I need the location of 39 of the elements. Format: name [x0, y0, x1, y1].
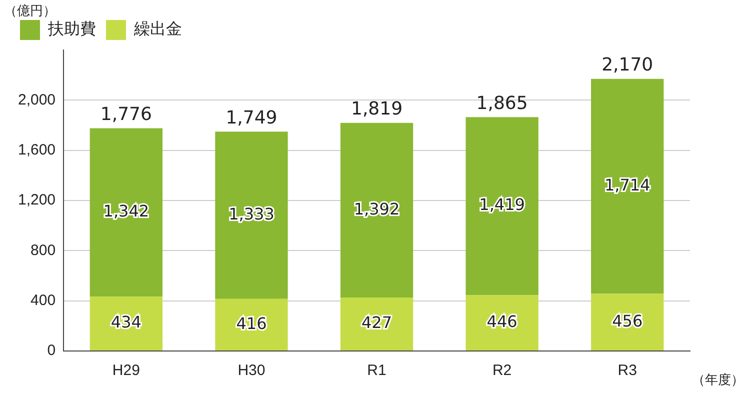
data-label: 1,392 [354, 199, 400, 218]
data-label: 427 [361, 313, 392, 332]
legend-label: 扶助費 [47, 19, 96, 38]
data-label: 1,419 [479, 195, 525, 214]
bar [466, 295, 538, 350]
total-label: 1,865 [476, 92, 528, 114]
x-tick-label: H30 [238, 362, 266, 380]
data-label: 446 [486, 312, 518, 331]
y-tick-label: 1,200 [18, 192, 56, 209]
bar [340, 122, 414, 298]
y-tick-label: 0 [47, 342, 56, 360]
y-axis-title: （億円） [4, 3, 56, 20]
x-axis-title: （年度） [692, 372, 744, 389]
bar [466, 117, 538, 296]
x-tick-label: R3 [618, 362, 637, 380]
data-label: 1,333 [228, 204, 274, 224]
total-label: 1,749 [226, 107, 278, 128]
data-label: 416 [236, 314, 267, 333]
bar [90, 128, 163, 297]
bar [591, 78, 664, 294]
data-label: 1,342 [103, 202, 150, 221]
data-label: 456 [612, 311, 643, 330]
x-tick-label: R1 [367, 362, 386, 380]
x-tick-label: H29 [112, 362, 140, 380]
total-label: 2,170 [602, 54, 654, 76]
total-label: 1,819 [351, 98, 403, 120]
data-label: 1,714 [604, 175, 650, 194]
total-label: 1,776 [100, 104, 152, 125]
bar [90, 296, 163, 350]
legend-label: 繰出金 [133, 19, 182, 38]
y-tick-label: 400 [30, 292, 56, 309]
bar [340, 297, 414, 350]
data-label: 434 [110, 312, 142, 332]
bar [215, 298, 288, 350]
y-tick-label: 1,600 [18, 141, 56, 158]
x-tick-label: R2 [492, 362, 512, 380]
y-tick-label: 2,000 [18, 91, 56, 108]
bar [215, 132, 288, 299]
y-tick-label: 800 [30, 242, 56, 259]
